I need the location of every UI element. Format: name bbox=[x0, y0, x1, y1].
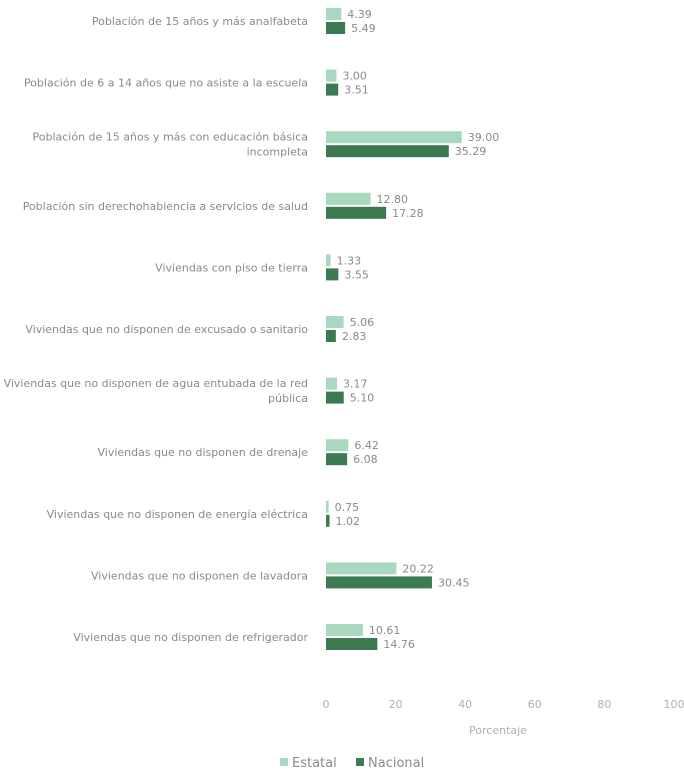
bar-nacional-3 bbox=[326, 206, 387, 219]
bar-estatal-10 bbox=[326, 624, 363, 636]
value-label-estatal-8: 0.75 bbox=[335, 501, 360, 514]
category-label-line: Población de 6 a 14 años que no asiste a… bbox=[24, 77, 308, 90]
value-label-estatal-2: 39.00 bbox=[468, 131, 500, 144]
bar-nacional-10 bbox=[326, 638, 378, 650]
bar-nacional-1 bbox=[326, 83, 339, 96]
bar-nacional-2 bbox=[326, 145, 449, 158]
bar-estatal-6 bbox=[326, 377, 338, 390]
x-tick-label-3: 60 bbox=[528, 698, 542, 711]
legend: Estatal Nacional bbox=[280, 756, 424, 771]
category-label-line: Viviendas con piso de tierra bbox=[155, 261, 308, 274]
bar-nacional-5 bbox=[326, 330, 336, 342]
bar-estatal-1 bbox=[326, 69, 337, 82]
bar-nacional-7 bbox=[326, 453, 348, 466]
value-label-nacional-5: 2.83 bbox=[342, 330, 367, 343]
category-label-8: Viviendas que no disponen de energía elé… bbox=[47, 508, 308, 521]
value-label-estatal-1: 3.00 bbox=[342, 70, 367, 83]
bar-estatal-9 bbox=[326, 562, 397, 575]
bar-estatal-4 bbox=[326, 254, 331, 267]
category-label-line: Población de 15 años y más analfabeta bbox=[92, 15, 308, 28]
bar-nacional-8 bbox=[326, 514, 330, 527]
x-tick-label-2: 40 bbox=[458, 698, 472, 711]
bar-estatal-5 bbox=[326, 316, 344, 328]
bar-nacional-6 bbox=[326, 391, 344, 404]
legend-swatch-estatal bbox=[280, 758, 288, 766]
category-label-10: Viviendas que no disponen de refrigerado… bbox=[73, 631, 308, 644]
value-label-estatal-9: 20.22 bbox=[402, 562, 434, 575]
category-label-4: Viviendas con piso de tierra bbox=[155, 261, 308, 274]
bar-estatal-3 bbox=[326, 192, 371, 205]
bar-nacional-0 bbox=[326, 22, 346, 34]
bar-estatal-8 bbox=[326, 500, 329, 513]
category-label-line: Viviendas que no disponen de lavadora bbox=[91, 569, 308, 582]
bar-nacional-9 bbox=[326, 576, 432, 589]
value-label-nacional-0: 5.49 bbox=[351, 22, 376, 35]
bars-layer bbox=[326, 8, 462, 650]
x-tick-label-4: 80 bbox=[597, 698, 611, 711]
x-axis-title: Porcentaje bbox=[469, 724, 527, 737]
category-label-0: Población de 15 años y más analfabeta bbox=[92, 15, 308, 28]
category-label-line: incompleta bbox=[247, 146, 308, 159]
category-label-5: Viviendas que no disponen de excusado o … bbox=[25, 323, 308, 336]
value-label-nacional-8: 1.02 bbox=[336, 515, 361, 528]
value-label-estatal-3: 12.80 bbox=[377, 193, 409, 206]
legend-swatch-nacional bbox=[356, 758, 364, 766]
x-tick-label-1: 20 bbox=[389, 698, 403, 711]
bar-estatal-7 bbox=[326, 439, 349, 452]
value-label-estatal-7: 6.42 bbox=[354, 439, 379, 452]
value-label-nacional-10: 14.76 bbox=[383, 638, 415, 651]
category-label-line: Viviendas que no disponen de energía elé… bbox=[47, 508, 308, 521]
value-label-nacional-3: 17.28 bbox=[392, 207, 424, 220]
category-label-2: Población de 15 años y más con educación… bbox=[32, 131, 308, 159]
category-label-7: Viviendas que no disponen de drenaje bbox=[97, 446, 308, 459]
category-label-9: Viviendas que no disponen de lavadora bbox=[91, 569, 308, 582]
category-label-line: Población de 15 años y más con educación… bbox=[32, 131, 308, 144]
value-label-nacional-7: 6.08 bbox=[353, 453, 378, 466]
value-label-nacional-6: 5.10 bbox=[350, 392, 375, 405]
category-label-line: Viviendas que no disponen de agua entuba… bbox=[4, 377, 308, 390]
category-label-line: Viviendas que no disponen de excusado o … bbox=[25, 323, 308, 336]
category-label-line: Viviendas que no disponen de refrigerado… bbox=[73, 631, 308, 644]
value-label-nacional-1: 3.51 bbox=[344, 84, 369, 97]
category-label-line: pública bbox=[268, 392, 308, 405]
value-label-estatal-10: 10.61 bbox=[369, 624, 401, 637]
bar-estatal-0 bbox=[326, 8, 342, 20]
legend-label-nacional: Nacional bbox=[368, 756, 424, 771]
x-tick-label-0: 0 bbox=[323, 698, 330, 711]
value-label-nacional-4: 3.55 bbox=[344, 268, 369, 281]
category-label-line: Población sin derechohabiencia a servici… bbox=[23, 200, 308, 213]
value-label-estatal-4: 1.33 bbox=[337, 254, 362, 267]
legend-label-estatal: Estatal bbox=[292, 756, 337, 771]
bar-nacional-4 bbox=[326, 268, 339, 281]
x-tick-label-5: 100 bbox=[664, 698, 684, 711]
category-label-6: Viviendas que no disponen de agua entuba… bbox=[4, 377, 308, 405]
value-label-estatal-0: 4.39 bbox=[347, 8, 372, 21]
value-label-estatal-5: 5.06 bbox=[350, 316, 375, 329]
category-label-1: Población de 6 a 14 años que no asiste a… bbox=[24, 77, 308, 90]
value-label-nacional-2: 35.29 bbox=[455, 145, 487, 158]
category-labels: Población de 15 años y más analfabeta Pob… bbox=[4, 15, 309, 644]
bar-estatal-2 bbox=[326, 131, 462, 144]
value-label-estatal-6: 3.17 bbox=[343, 378, 368, 391]
x-axis: Porcentaje 0 20 40 60 80 100 bbox=[323, 698, 684, 737]
value-label-nacional-9: 30.45 bbox=[438, 576, 470, 589]
category-label-line: Viviendas que no disponen de drenaje bbox=[97, 446, 308, 459]
category-label-3: Población sin derechohabiencia a servici… bbox=[23, 200, 308, 213]
